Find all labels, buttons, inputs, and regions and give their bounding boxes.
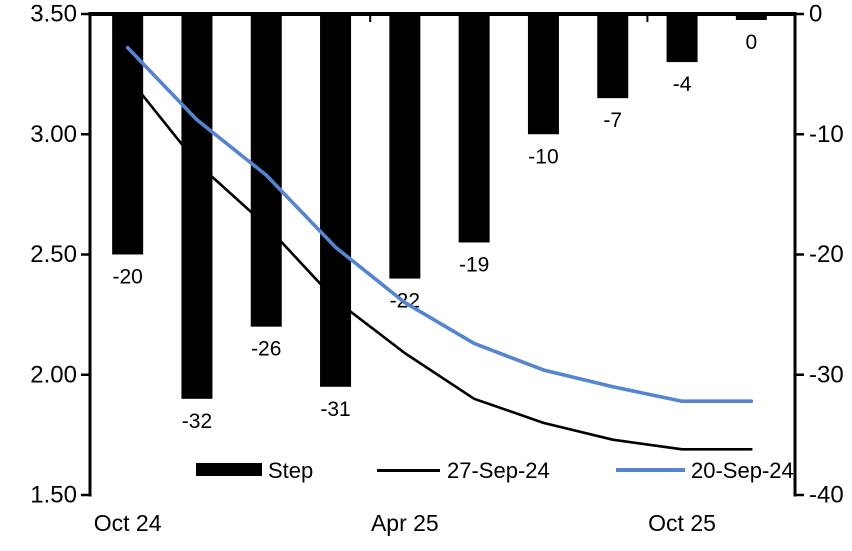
legend-label-20-sep-24: 20-Sep-24 bbox=[691, 458, 794, 483]
x-axis-label-Apr-25: Apr 25 bbox=[371, 510, 439, 536]
x-axis-label-Oct-24: Oct 24 bbox=[94, 510, 162, 536]
bar-value-label-2: -26 bbox=[251, 338, 281, 361]
bar-step-5 bbox=[458, 16, 490, 243]
bar-step-3 bbox=[320, 16, 352, 387]
bar-step-6 bbox=[527, 16, 559, 135]
right-axis-label--30: -30 bbox=[809, 361, 844, 388]
legend-line-swatch-20-sep-24 bbox=[616, 468, 685, 472]
x-axis-label-Oct-25: Oct 25 bbox=[648, 510, 716, 536]
right-axis-label--10: -10 bbox=[809, 121, 844, 148]
right-axis-label--20: -20 bbox=[809, 241, 844, 268]
bar-value-label-8: -4 bbox=[673, 73, 692, 96]
legend-label-step: Step bbox=[268, 458, 314, 483]
line-series-20-sep-24 bbox=[125, 45, 754, 404]
bar-value-label-3: -31 bbox=[320, 398, 350, 421]
bar-value-label-0: -20 bbox=[112, 266, 142, 289]
left-axis-label-3.00: 3.00 bbox=[30, 121, 77, 148]
bar-value-label-7: -7 bbox=[603, 109, 622, 132]
legend-bar-swatch-step bbox=[196, 463, 262, 476]
bar-step-0 bbox=[112, 16, 144, 255]
bar-step-4 bbox=[389, 16, 421, 279]
bar-step-9 bbox=[735, 16, 767, 20]
line-series-27-sep-24 bbox=[126, 75, 753, 451]
right-axis-label-0: 0 bbox=[809, 1, 822, 28]
legend-line-swatch-27-sep-24 bbox=[377, 469, 440, 472]
left-axis-label-3.50: 3.50 bbox=[30, 1, 77, 28]
bar-value-label-1: -32 bbox=[182, 410, 212, 433]
bar-value-label-6: -10 bbox=[528, 145, 558, 168]
right-axis-label--40: -40 bbox=[809, 482, 844, 509]
bar-step-8 bbox=[666, 16, 698, 63]
legend-label-27-sep-24: 27-Sep-24 bbox=[447, 458, 550, 483]
bar-value-label-5: -19 bbox=[459, 253, 489, 276]
left-axis-label-2.00: 2.00 bbox=[30, 361, 77, 388]
left-axis-label-2.50: 2.50 bbox=[30, 241, 77, 268]
bar-step-7 bbox=[597, 16, 629, 99]
bar-step-1 bbox=[181, 16, 213, 399]
left-axis-label-1.50: 1.50 bbox=[30, 482, 77, 509]
bar-value-label-9: 0 bbox=[746, 31, 758, 54]
bar-step-2 bbox=[250, 16, 282, 327]
